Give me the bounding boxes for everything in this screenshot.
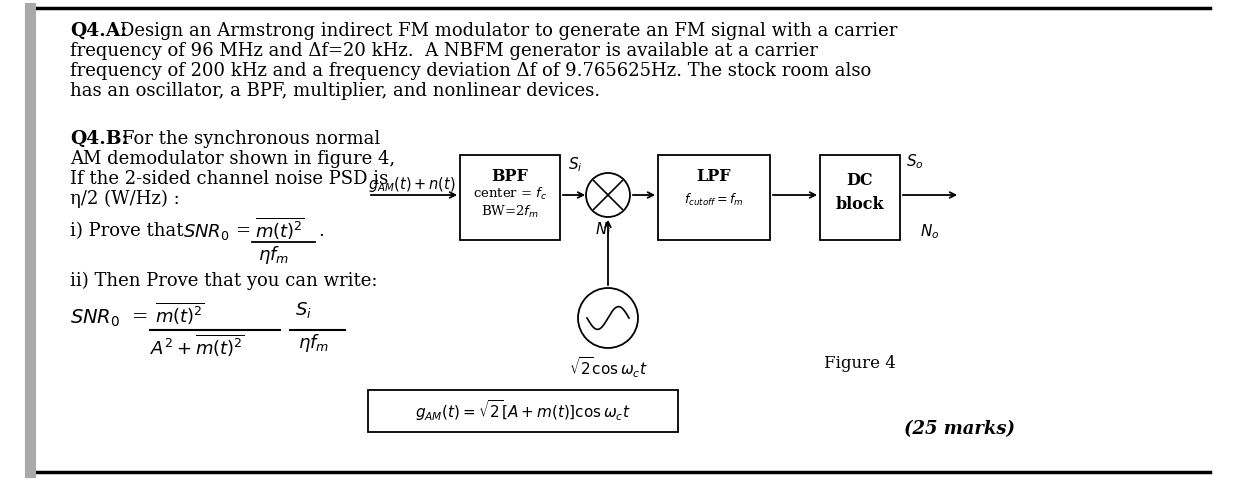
Text: DC: DC — [846, 172, 874, 189]
Text: frequency of 200 kHz and a frequency deviation Δf of 9.765625Hz. The stock room : frequency of 200 kHz and a frequency dev… — [69, 62, 871, 80]
Text: =: = — [132, 308, 149, 326]
Text: AM demodulator shown in figure 4,: AM demodulator shown in figure 4, — [69, 150, 395, 168]
Bar — [369, 390, 678, 432]
Bar — [460, 155, 560, 240]
Text: $\overline{m(t)^2}$: $\overline{m(t)^2}$ — [254, 215, 304, 241]
Text: center = $f_c$: center = $f_c$ — [473, 186, 547, 202]
Text: BW=2$f_m$: BW=2$f_m$ — [482, 204, 539, 220]
Text: $g_{AM}(t) + n(t)$: $g_{AM}(t) + n(t)$ — [369, 175, 455, 194]
Text: $N_o$: $N_o$ — [920, 222, 939, 240]
Text: has an oscillator, a BPF, multiplier, and nonlinear devices.: has an oscillator, a BPF, multiplier, an… — [69, 82, 601, 100]
Text: $S_o$: $S_o$ — [906, 152, 923, 171]
Text: Q4.B:: Q4.B: — [69, 130, 129, 148]
Bar — [658, 155, 769, 240]
Text: $g_{AM}(t) = \sqrt{2}[A + m(t)]\cos\omega_c t$: $g_{AM}(t) = \sqrt{2}[A + m(t)]\cos\omeg… — [416, 398, 630, 423]
Text: If the 2-sided channel noise PSD is: If the 2-sided channel noise PSD is — [69, 170, 388, 188]
Text: $S_i$: $S_i$ — [295, 300, 311, 320]
Text: $SNR_0$: $SNR_0$ — [182, 222, 230, 242]
Text: η/2 (W/Hz) :: η/2 (W/Hz) : — [69, 190, 180, 208]
Text: block: block — [835, 196, 885, 213]
Bar — [820, 155, 900, 240]
Text: LPF: LPF — [696, 168, 731, 185]
Text: $\eta f_m$: $\eta f_m$ — [298, 332, 329, 354]
Text: =: = — [235, 222, 249, 240]
Text: $S_i$: $S_i$ — [568, 155, 582, 174]
Text: For the synchronous normal: For the synchronous normal — [122, 130, 380, 148]
Text: ii) Then Prove that you can write:: ii) Then Prove that you can write: — [69, 272, 377, 290]
Text: Q4.A:: Q4.A: — [69, 22, 128, 40]
Text: $A^2 + \overline{m(t)^2}$: $A^2 + \overline{m(t)^2}$ — [150, 332, 244, 358]
Text: i) Prove that: i) Prove that — [69, 222, 195, 240]
Text: $N_i$: $N_i$ — [594, 220, 612, 239]
Text: Figure 4: Figure 4 — [824, 355, 896, 372]
Text: $SNR_0$: $SNR_0$ — [69, 308, 120, 329]
Text: Design an Armstrong indirect FM modulator to generate an FM signal with a carrie: Design an Armstrong indirect FM modulato… — [120, 22, 897, 40]
Text: $f_{cutoff} = f_m$: $f_{cutoff} = f_m$ — [684, 192, 743, 208]
Text: .: . — [318, 222, 324, 240]
Text: BPF: BPF — [491, 168, 529, 185]
Text: frequency of 96 MHz and Δf=20 kHz.  A NBFM generator is available at a carrier: frequency of 96 MHz and Δf=20 kHz. A NBF… — [69, 42, 818, 60]
Text: $\eta f_m$: $\eta f_m$ — [258, 244, 289, 266]
Text: $\sqrt{2}\cos\omega_c t$: $\sqrt{2}\cos\omega_c t$ — [568, 355, 648, 380]
Text: (25 marks): (25 marks) — [905, 420, 1015, 438]
Text: $\overline{m(t)^2}$: $\overline{m(t)^2}$ — [155, 300, 205, 326]
